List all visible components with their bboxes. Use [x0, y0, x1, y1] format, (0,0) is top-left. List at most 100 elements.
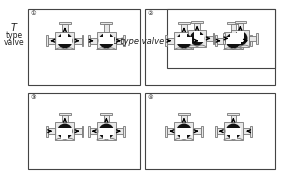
Bar — [28, 9, 140, 85]
Bar — [215, 35, 217, 46]
Polygon shape — [61, 128, 68, 139]
Polygon shape — [57, 128, 72, 135]
Bar — [224, 32, 243, 50]
Circle shape — [99, 123, 114, 139]
Polygon shape — [194, 31, 200, 38]
Bar — [59, 113, 71, 114]
Bar — [62, 24, 68, 32]
Bar — [90, 128, 97, 134]
Text: L type valve: L type valve — [114, 37, 165, 46]
Polygon shape — [176, 37, 192, 44]
Bar — [232, 30, 249, 47]
Bar — [48, 38, 55, 44]
Bar — [46, 126, 48, 137]
Bar — [194, 38, 201, 44]
Bar — [104, 24, 109, 32]
Polygon shape — [233, 35, 244, 42]
Bar — [178, 22, 190, 24]
Polygon shape — [180, 33, 187, 44]
Polygon shape — [57, 37, 72, 44]
Bar — [81, 35, 83, 46]
Polygon shape — [99, 128, 114, 135]
Bar — [28, 93, 140, 169]
Bar — [223, 33, 225, 44]
Bar — [175, 122, 194, 140]
Bar — [97, 32, 116, 50]
Bar — [201, 35, 203, 46]
Polygon shape — [237, 31, 244, 38]
Bar — [224, 122, 243, 140]
Polygon shape — [61, 33, 68, 44]
Bar — [166, 35, 167, 46]
Circle shape — [226, 123, 241, 139]
Bar — [166, 126, 167, 137]
Bar — [243, 38, 250, 44]
Bar — [201, 126, 203, 137]
Bar — [100, 113, 112, 114]
Bar — [256, 33, 258, 44]
Bar — [181, 24, 187, 32]
Bar — [225, 36, 232, 41]
Bar — [250, 126, 252, 137]
Polygon shape — [103, 128, 110, 139]
Bar — [227, 113, 239, 114]
Bar — [182, 36, 188, 41]
Bar — [74, 38, 81, 44]
Polygon shape — [176, 128, 192, 135]
Bar — [235, 21, 246, 23]
Bar — [46, 35, 48, 46]
Bar — [48, 128, 55, 134]
Polygon shape — [230, 128, 237, 139]
Bar — [206, 36, 213, 41]
Circle shape — [226, 33, 241, 48]
Bar — [231, 114, 236, 122]
Bar — [90, 38, 97, 44]
Bar — [88, 35, 90, 46]
Bar — [188, 30, 206, 47]
Bar — [181, 114, 187, 122]
Bar — [194, 23, 200, 30]
Bar — [145, 93, 275, 169]
Polygon shape — [99, 37, 114, 44]
Bar — [178, 113, 190, 114]
Bar — [167, 38, 175, 44]
Bar — [62, 114, 68, 122]
Bar — [97, 122, 116, 140]
Bar — [123, 35, 125, 46]
Polygon shape — [180, 128, 187, 139]
Polygon shape — [226, 128, 241, 135]
Circle shape — [57, 33, 72, 48]
Text: ①: ① — [30, 11, 36, 16]
Bar — [167, 128, 175, 134]
Bar — [191, 21, 203, 23]
Text: T: T — [11, 23, 17, 33]
Circle shape — [176, 33, 192, 48]
Bar — [100, 22, 112, 24]
Bar — [194, 128, 201, 134]
Bar — [217, 128, 224, 134]
Bar — [238, 23, 243, 30]
Bar — [167, 9, 275, 68]
Bar — [55, 32, 74, 50]
Text: valve: valve — [4, 38, 24, 47]
Bar — [213, 33, 214, 44]
Bar — [227, 22, 239, 24]
Bar — [243, 128, 250, 134]
Circle shape — [176, 123, 192, 139]
Bar — [123, 126, 125, 137]
Circle shape — [190, 31, 204, 46]
Text: ③: ③ — [30, 95, 36, 100]
Text: ④: ④ — [148, 95, 153, 100]
Bar — [59, 22, 71, 24]
Polygon shape — [194, 35, 204, 42]
Bar — [250, 35, 252, 46]
Bar — [55, 122, 74, 140]
Bar — [88, 126, 90, 137]
Circle shape — [57, 123, 72, 139]
Bar — [81, 126, 83, 137]
Bar — [145, 9, 275, 85]
Text: ②: ② — [148, 11, 153, 16]
Circle shape — [99, 33, 114, 48]
Bar — [116, 38, 123, 44]
Bar — [217, 38, 224, 44]
